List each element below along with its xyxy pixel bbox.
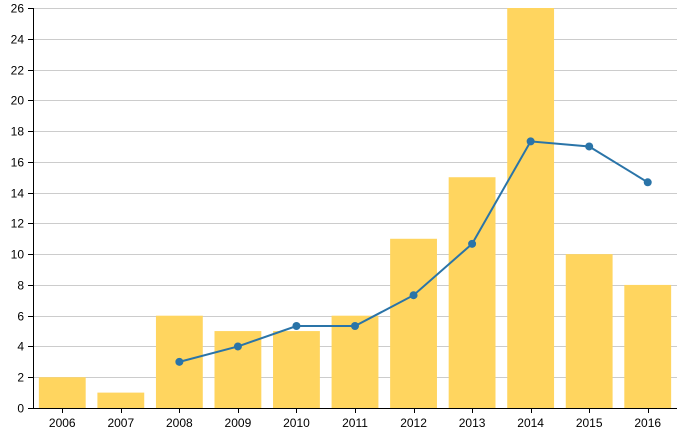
line-point-2011 xyxy=(351,322,359,330)
x-tick-label-2014: 2014 xyxy=(517,416,544,430)
bar-2007 xyxy=(97,392,145,408)
y-tick-label-20: 20 xyxy=(11,94,25,108)
y-tick-label-18: 18 xyxy=(11,125,25,139)
line-point-2016 xyxy=(643,178,652,187)
bar-2012 xyxy=(390,238,437,408)
bar-2006 xyxy=(38,377,86,408)
y-tick-label-0: 0 xyxy=(17,402,24,416)
line-point-2015 xyxy=(585,142,594,151)
y-tick-label-14: 14 xyxy=(11,187,25,201)
bar-2014 xyxy=(507,8,555,408)
x-tick-label-2008: 2008 xyxy=(166,416,193,430)
x-tick-label-2010: 2010 xyxy=(283,416,310,430)
x-tick-label-2006: 2006 xyxy=(49,416,76,430)
line-point-2013 xyxy=(468,239,477,248)
x-tick-label-2009: 2009 xyxy=(225,416,252,430)
bar-2013 xyxy=(448,177,496,408)
x-tick-label-2011: 2011 xyxy=(342,416,368,430)
x-tick-label-2007: 2007 xyxy=(107,416,134,430)
line-point-2009 xyxy=(233,342,242,351)
y-tick-label-16: 16 xyxy=(11,156,25,170)
line-point-2012 xyxy=(409,291,418,300)
bar-2011 xyxy=(331,315,379,408)
bar-2016 xyxy=(624,284,672,408)
line-series xyxy=(175,137,652,366)
y-tick-label-12: 12 xyxy=(11,217,25,231)
x-tick-label-2013: 2013 xyxy=(459,416,486,430)
line-point-2010 xyxy=(292,322,301,330)
x-tick-label-2016: 2016 xyxy=(634,416,661,430)
y-tick-label-4: 4 xyxy=(17,340,24,354)
y-tick-label-6: 6 xyxy=(17,310,24,324)
bar-2015 xyxy=(565,254,613,408)
y-tick-label-8: 8 xyxy=(17,279,24,293)
x-tick-label-2012: 2012 xyxy=(400,416,427,430)
gridlines xyxy=(33,8,677,378)
y-tick-label-22: 22 xyxy=(11,64,25,78)
bar-2010 xyxy=(273,331,320,408)
bar-series xyxy=(38,8,672,408)
line-point-2014 xyxy=(526,137,535,146)
line-point-2008 xyxy=(175,357,184,366)
x-tick-label-2015: 2015 xyxy=(576,416,603,430)
x-axis-ticks: 2006 2007 2008 2009 2010 2011 2012 2013 2014 2015… xyxy=(49,408,661,430)
y-tick-label-10: 10 xyxy=(11,248,25,262)
y-tick-label-24: 24 xyxy=(11,33,25,47)
y-tick-label-2: 2 xyxy=(17,371,24,385)
y-tick-label-26: 26 xyxy=(11,2,25,16)
